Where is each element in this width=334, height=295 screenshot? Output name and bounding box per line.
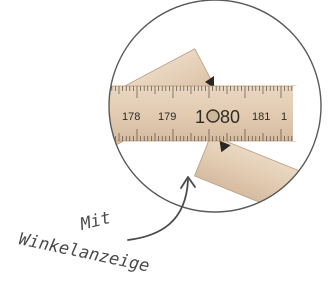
callout-line: Mit bbox=[77, 208, 113, 235]
ruler-number: 1 bbox=[281, 111, 287, 123]
rivet bbox=[207, 110, 219, 122]
ruler-number: 179 bbox=[158, 111, 176, 123]
ruler-number: 80 bbox=[220, 107, 240, 127]
ruler-number: 181 bbox=[252, 111, 270, 123]
ruler-number: 178 bbox=[122, 111, 140, 123]
callout-line: Winkelanzeige bbox=[17, 229, 151, 276]
scene: 82 178 179 1 80 181 1 Mit Winkelanzeige bbox=[0, 0, 334, 295]
ruler-end bbox=[293, 86, 333, 141]
ruler-number: 1 bbox=[195, 107, 205, 127]
